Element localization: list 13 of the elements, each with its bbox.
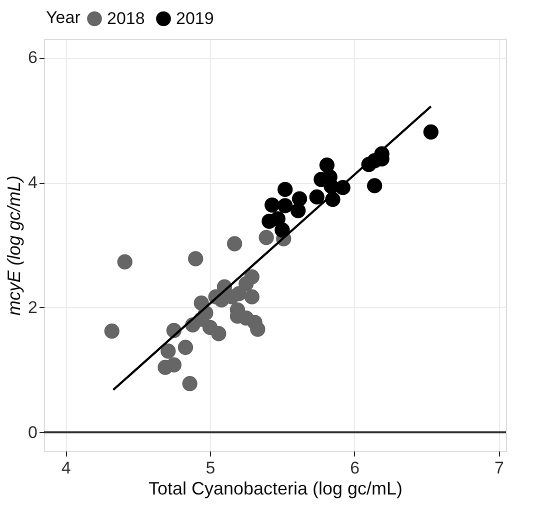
legend-title: Year <box>46 8 81 27</box>
x-tick-label: 4 <box>61 458 71 478</box>
y-tick-label: 2 <box>28 298 38 317</box>
y-tick-label: 0 <box>28 422 38 442</box>
y-tick-label: 6 <box>28 48 38 68</box>
y-tick-label: 4 <box>28 173 38 192</box>
legend-label: 2018 <box>107 8 145 28</box>
x-axis-title: Total Cyanobacteria (log gc/mL) <box>148 478 403 498</box>
x-tick-label: 5 <box>206 458 216 478</box>
x-tick-label: 7 <box>494 458 504 478</box>
x-tick-label: 6 <box>350 458 360 478</box>
y-axis-title: mcyE (log gc/mL) <box>4 175 24 316</box>
legend-label: 2019 <box>176 8 214 28</box>
